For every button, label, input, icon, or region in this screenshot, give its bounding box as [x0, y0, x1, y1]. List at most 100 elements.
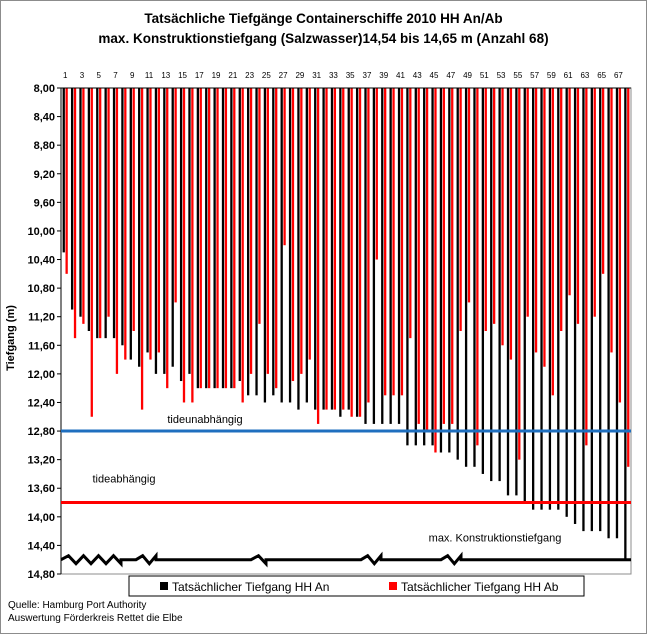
bar-an-23 — [247, 88, 250, 396]
reference-lines: tideunabhängig tideabhängig max. Konstrukt… — [60, 414, 631, 568]
bar-an-3 — [79, 88, 82, 317]
bar-ab-8 — [124, 88, 127, 360]
x-tick-label: 5 — [96, 71, 101, 80]
bar-ab-6 — [107, 88, 110, 317]
bar-an-65 — [599, 88, 602, 532]
bar-an-39 — [381, 88, 384, 424]
bar-ab-66 — [610, 88, 613, 353]
x-tick-label: 9 — [130, 71, 135, 80]
bar-an-62 — [573, 88, 577, 524]
bar-ab-53 — [501, 88, 504, 346]
bar-ab-29 — [300, 88, 303, 374]
bar-ab-63 — [585, 88, 588, 446]
bar-ab-5 — [99, 88, 102, 339]
bar-an-10 — [138, 88, 141, 367]
bar-an-15 — [179, 88, 183, 382]
source-line-2: Auswertung Förderkreis Rettet die Elbe — [8, 613, 183, 624]
x-tick-label: 27 — [279, 71, 288, 80]
bar-an-42 — [406, 88, 409, 446]
bar-an-41 — [397, 88, 401, 424]
bar-ab-38 — [375, 88, 378, 260]
bar-ab-35 — [350, 88, 353, 417]
bar-an-57 — [532, 88, 535, 510]
bar-ab-62 — [576, 88, 580, 324]
bar-an-24 — [255, 88, 258, 396]
bar-ab-33 — [333, 88, 337, 410]
bar-an-5 — [96, 88, 99, 339]
legend: Tatsächlicher Tiefgang HH An Tatsächliche… — [128, 575, 585, 597]
bar-an-21 — [230, 88, 233, 389]
y-tick-label: 10,00 — [27, 226, 55, 238]
bar-an-52 — [490, 88, 493, 482]
bar-an-13 — [163, 88, 166, 374]
y-tick-label: 12,40 — [27, 397, 55, 409]
y-tick-label: 11,20 — [28, 312, 55, 324]
x-tick-label: 43 — [413, 71, 422, 80]
x-tick-label: 1 — [63, 71, 68, 80]
bar-ab-25 — [266, 88, 269, 374]
bar-an-29 — [297, 88, 300, 410]
bar-an-32 — [322, 88, 325, 410]
bar-an-35 — [347, 88, 350, 410]
bar-ab-21 — [233, 88, 236, 389]
x-tick-label: 35 — [346, 71, 355, 80]
bar-ab-56 — [526, 88, 529, 317]
x-ticks: 1 3 5 7 9 11 13 15 17 19 21 23 25 27 29 31 33 35 37 39 41 43 4… — [61, 71, 631, 89]
chart-title-line2: max. Konstruktionstiefgang (Salzwasser)1… — [98, 31, 549, 46]
bar-an-1 — [62, 88, 65, 253]
bar-ab-32 — [325, 88, 328, 410]
bar-an-40 — [389, 88, 392, 424]
legend-box — [128, 575, 585, 597]
ref-label-tideabhaengig: tideabhängig — [92, 474, 155, 486]
bar-an-49 — [464, 88, 468, 467]
bar-an-64 — [590, 88, 593, 532]
bar-ab-58 — [543, 88, 546, 367]
chart-title-line1: Tatsächliche Tiefgänge Containerschiffe … — [144, 11, 503, 26]
bar-an-54 — [506, 88, 510, 496]
ref-label-tideunabhaengig: tideunabhängig — [167, 414, 242, 426]
bar-ab-30 — [308, 88, 311, 360]
legend-swatch-an — [160, 582, 168, 590]
x-tick-label: 41 — [396, 71, 405, 80]
bar-ab-54 — [509, 88, 513, 360]
bar-ab-26 — [275, 88, 278, 389]
bar-ab-41 — [400, 88, 404, 396]
bar-an-17 — [196, 88, 200, 389]
bar-an-16 — [188, 88, 191, 374]
bar-ab-11 — [149, 88, 152, 360]
bar-an-8 — [121, 88, 124, 346]
bar-an-27 — [280, 88, 283, 403]
x-tick-label: 57 — [530, 71, 539, 80]
bar-ab-24 — [258, 88, 261, 324]
bar-ab-50 — [476, 88, 479, 446]
bar-an-4 — [87, 88, 91, 331]
bar-ab-9 — [132, 88, 135, 331]
bar-ab-44 — [425, 88, 429, 432]
bar-an-31 — [314, 88, 317, 410]
bar-an-50 — [473, 88, 476, 467]
x-tick-label: 51 — [480, 71, 489, 80]
bar-an-38 — [372, 88, 376, 424]
bar-an-48 — [456, 88, 459, 460]
y-tick-label: 14,80 — [27, 569, 55, 581]
bar-an-45 — [431, 88, 434, 446]
bar-an-68 — [624, 88, 627, 560]
x-tick-label: 53 — [497, 71, 506, 80]
bar-an-51 — [481, 88, 485, 474]
bar-an-36 — [355, 88, 359, 417]
y-tick-label: 12,80 — [27, 426, 55, 438]
y-tick-label: 10,80 — [27, 283, 55, 295]
bar-an-7 — [112, 88, 116, 339]
bar-an-14 — [171, 88, 174, 367]
x-tick-label: 3 — [80, 71, 85, 80]
bar-an-22 — [238, 88, 241, 382]
y-ticks: 8,00 8,40 8,80 9,20 9,60 10,00 10,40 10,80 11,20… — [27, 83, 62, 581]
bar-an-34 — [339, 88, 342, 417]
x-tick-label: 15 — [178, 71, 187, 80]
bar-an-11 — [146, 88, 149, 353]
x-tick-label: 55 — [513, 71, 522, 80]
bar-ab-13 — [166, 88, 169, 389]
bar-an-43 — [414, 88, 417, 446]
x-tick-label: 23 — [245, 71, 254, 80]
